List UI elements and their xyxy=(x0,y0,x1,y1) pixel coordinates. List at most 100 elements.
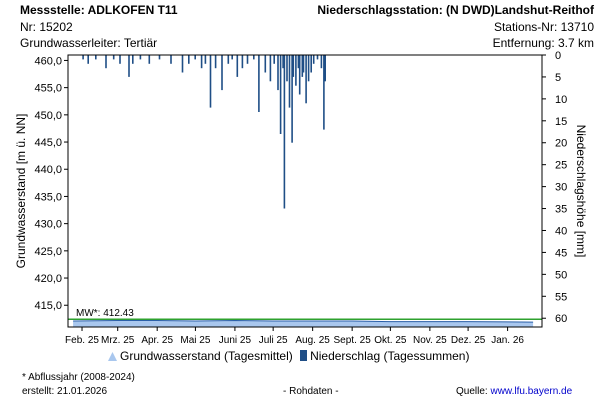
plot-frame xyxy=(67,54,543,328)
precip-bar xyxy=(316,55,319,60)
y-right-tick-label: 45 xyxy=(555,247,567,259)
precip-bar xyxy=(324,55,326,82)
precip-bar xyxy=(277,55,279,91)
x-tick-label: Aug. 25 xyxy=(295,335,330,346)
precip-bar xyxy=(246,55,249,64)
precip-bar xyxy=(209,55,212,108)
precip-bar xyxy=(181,55,184,73)
x-tick-label: Apr. 25 xyxy=(141,335,173,346)
y-left-tick-label: 445,0 xyxy=(34,137,62,149)
y-right-tick-label: 5 xyxy=(555,72,561,84)
precip-bar xyxy=(236,55,239,77)
y-right-tick-label: 10 xyxy=(555,94,567,106)
y-left-axis-title: Grundwasserstand [m ü. NN] xyxy=(14,114,28,269)
precip-bar xyxy=(105,55,107,69)
y-left-tick-label: 415,0 xyxy=(34,300,62,312)
precip-bar xyxy=(302,55,305,73)
precip-bar xyxy=(282,55,284,69)
precip-station-number: Stations-Nr: 13710 xyxy=(493,20,594,34)
x-tick-label: Feb. 25 xyxy=(65,335,99,346)
x-tick-label: Sept. 25 xyxy=(334,335,372,346)
precip-bar xyxy=(112,55,115,60)
y-left-tick-label: 435,0 xyxy=(34,191,62,203)
precip-bar xyxy=(312,55,315,64)
x-tick-label: Juli 25 xyxy=(259,335,288,346)
precip-bar xyxy=(286,55,288,82)
y-right-tick-label: 55 xyxy=(555,291,567,303)
source-link[interactable]: www.lfu.bayern.de xyxy=(490,386,573,397)
precip-bar xyxy=(82,55,84,60)
precip-bar xyxy=(298,55,301,95)
precip-bar xyxy=(227,55,230,64)
precip-bar xyxy=(241,55,244,69)
precip-bar xyxy=(132,55,134,64)
y-right-tick-label: 30 xyxy=(555,182,567,194)
precip-bar xyxy=(200,55,203,69)
precip-bar xyxy=(288,55,291,108)
x-tick-label: Mai 25 xyxy=(180,335,210,346)
precip-bar xyxy=(307,55,310,82)
precip-station-distance: Entfernung: 3.7 km xyxy=(492,36,594,50)
precip-bar xyxy=(221,55,223,91)
precip-bar xyxy=(258,55,260,112)
precip-bar xyxy=(139,55,142,60)
y-right-tick-label: 40 xyxy=(555,225,567,237)
precip-bar xyxy=(269,55,272,82)
precip-bar xyxy=(194,55,196,60)
groundwater-line xyxy=(73,319,534,323)
source-label: Quelle: xyxy=(456,386,491,397)
x-tick-label: Nov. 25 xyxy=(413,335,447,346)
raw-data-note: - Rohdaten - xyxy=(283,386,339,397)
precip-bar xyxy=(301,55,304,77)
x-tick-label: Mrz. 25 xyxy=(101,335,135,346)
y-left-tick-label: 440,0 xyxy=(34,164,62,176)
y-right-tick-label: 15 xyxy=(555,116,567,128)
station-title: Messstelle: ADLKOFEN T11 xyxy=(20,3,178,17)
precip-bar xyxy=(320,55,323,69)
y-right-axis-title: Niederschlagshöhe [mm] xyxy=(574,125,588,258)
created-date: erstellt: 21.01.2026 xyxy=(22,386,108,397)
mean-label: MW*: 412.43 xyxy=(76,308,134,319)
precip-legend-icon xyxy=(300,349,308,364)
aquifer-label: Grundwasserleiter: Tertiär xyxy=(20,36,158,50)
x-tick-label: Dez. 25 xyxy=(451,335,486,346)
y-right-tick-label: 35 xyxy=(555,204,567,216)
legend-groundwater-label: Grundwasserstand (Tagesmittel) xyxy=(120,349,293,363)
station-number: Nr: 15202 xyxy=(20,20,73,34)
y-right-tick-label: 50 xyxy=(555,269,567,281)
legend: Grundwasserstand (Tagesmittel) Niedersch… xyxy=(108,349,469,364)
precip-bar xyxy=(214,55,217,69)
y-left-tick-label: 460,0 xyxy=(34,55,62,67)
x-tick-label: Juni 25 xyxy=(219,335,252,346)
plot-area xyxy=(68,55,542,327)
y-left-tick-label: 455,0 xyxy=(34,83,62,95)
footnote: * Abflussjahr (2008-2024) xyxy=(22,372,135,383)
y-left-tick-label: 420,0 xyxy=(34,273,62,285)
precip-bar xyxy=(128,55,130,77)
precip-bar xyxy=(148,55,151,64)
precip-bar xyxy=(119,55,121,64)
precip-bar xyxy=(297,55,300,69)
y-left-tick-label: 450,0 xyxy=(34,110,62,122)
precip-bar xyxy=(95,55,97,60)
precip-bar xyxy=(204,55,207,64)
precip-bar xyxy=(231,55,233,60)
groundwater-area xyxy=(73,320,534,327)
precip-bar xyxy=(292,55,295,77)
x-tick-label: Jan. 26 xyxy=(491,335,524,346)
source: Quelle: www.lfu.bayern.de xyxy=(456,386,572,397)
y-right-tick-label: 0 xyxy=(555,50,561,62)
precip-bar xyxy=(253,55,255,60)
precip-bar xyxy=(87,55,89,64)
x-tick-label: Okt. 25 xyxy=(374,335,407,346)
precip-bar xyxy=(283,55,286,209)
precip-bar xyxy=(291,55,293,143)
precip-station-title: Niederschlagsstation: (N DWD)Landshut-Re… xyxy=(317,3,594,17)
precip-bar xyxy=(305,55,307,104)
precip-bar xyxy=(170,55,172,64)
precip-bar xyxy=(279,55,282,134)
y-right-tick-label: 25 xyxy=(555,160,567,172)
y-right-tick-label: 60 xyxy=(555,313,567,325)
y-left-tick-label: 430,0 xyxy=(34,219,62,231)
